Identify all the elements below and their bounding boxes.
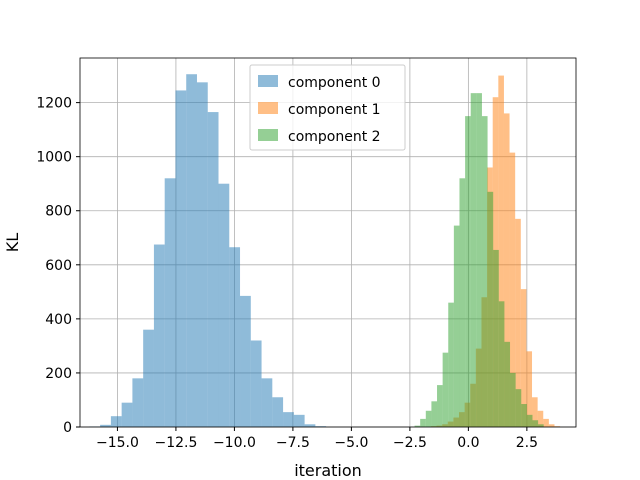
histogram-bar: [554, 426, 561, 427]
legend-swatch: [258, 102, 278, 114]
histogram-bar: [315, 426, 327, 427]
histogram-bar: [186, 74, 197, 427]
y-tick-label: 600: [45, 258, 72, 274]
histogram-bar: [493, 249, 499, 427]
histogram-bar: [261, 378, 273, 427]
legend-label: component 2: [288, 129, 381, 145]
histogram-bar: [110, 416, 122, 427]
series-0-bars: [89, 74, 327, 428]
histogram-bar: [515, 389, 522, 427]
histogram-bar: [538, 424, 544, 427]
histogram-bar: [526, 351, 533, 427]
histogram-bar: [442, 352, 449, 427]
histogram-bar: [218, 183, 230, 427]
legend-swatch: [258, 129, 278, 141]
legend: component 0 component 1 component 2: [249, 64, 406, 151]
histogram-bar: [498, 75, 504, 428]
x-tick-label: 0.0: [457, 435, 479, 451]
y-tick-label: 800: [45, 204, 72, 220]
histogram-bar: [476, 93, 482, 428]
x-tick-label: −5.0: [334, 435, 368, 451]
legend-label: component 0: [288, 75, 381, 91]
histogram-bar: [100, 424, 111, 427]
histogram-bar: [453, 225, 460, 427]
histogram-bars: [89, 74, 561, 428]
histogram-bar: [121, 402, 133, 427]
histogram-bar: [470, 93, 477, 428]
histogram-bar: [498, 301, 505, 427]
histogram-bar: [437, 385, 443, 427]
histogram-bar: [504, 341, 511, 427]
histogram-bar: [414, 425, 421, 427]
histogram-bar: [509, 152, 516, 427]
histogram-bar: [143, 329, 154, 427]
histogram-bar: [510, 372, 516, 427]
histogram-bar: [520, 289, 527, 427]
histogram-bar: [481, 116, 488, 427]
histogram-bar: [229, 247, 241, 427]
histogram-bar: [283, 412, 294, 427]
histogram-bar: [503, 113, 510, 428]
y-tick-label: 1200: [36, 96, 72, 112]
histogram-bar: [293, 414, 305, 427]
legend-box: [249, 64, 406, 151]
histogram-bar: [448, 302, 454, 427]
histogram-bar: [515, 218, 521, 427]
y-tick-label: 1000: [36, 150, 72, 166]
histogram-bar: [153, 244, 165, 427]
histogram-bar: [431, 401, 438, 427]
y-tick-label: 0: [63, 420, 72, 436]
histogram-bar: [465, 116, 471, 427]
histogram-bar: [420, 418, 426, 427]
histogram-bar: [521, 404, 527, 427]
x-axis: −15.0 −12.5 −10.0 −7.5 −5.0 −2.5 0.0 2.5: [96, 427, 538, 451]
histogram-bar: [459, 178, 466, 427]
histogram-bar: [240, 295, 251, 427]
histogram-bar: [164, 178, 176, 427]
x-tick-label: −12.5: [154, 435, 197, 451]
x-tick-label: 2.5: [516, 435, 538, 451]
histogram-bar: [532, 420, 539, 427]
histogram-bar: [532, 397, 538, 427]
series-2-bars: [414, 93, 544, 428]
histogram-bar: [250, 340, 262, 427]
x-tick-label: −2.5: [393, 435, 427, 451]
x-tick-label: −15.0: [96, 435, 139, 451]
y-axis-title: KL: [3, 233, 22, 252]
histogram-bar: [526, 414, 533, 427]
histogram-bar: [132, 378, 144, 427]
x-axis-title: iteration: [294, 461, 362, 480]
x-tick-label: −10.0: [213, 435, 256, 451]
histogram-bar: [425, 410, 432, 427]
legend-swatch: [258, 75, 278, 87]
plot-area-frame: [79, 57, 577, 428]
x-tick-label: −7.5: [276, 435, 310, 451]
histogram-bar: [207, 112, 219, 428]
y-axis: 0 200 400 600 800 1000 1200: [36, 96, 80, 436]
histogram-bar: [548, 424, 555, 427]
histogram-bar: [272, 397, 284, 427]
y-tick-label: 400: [45, 312, 72, 328]
histogram-bar: [196, 82, 208, 427]
histogram-bar: [543, 418, 549, 427]
histogram-bar: [537, 410, 544, 427]
y-tick-label: 200: [45, 366, 72, 382]
legend-label: component 1: [288, 102, 381, 118]
histogram-bar: [487, 191, 494, 427]
histogram-bar: [304, 424, 316, 427]
histogram-bar: [175, 90, 187, 427]
